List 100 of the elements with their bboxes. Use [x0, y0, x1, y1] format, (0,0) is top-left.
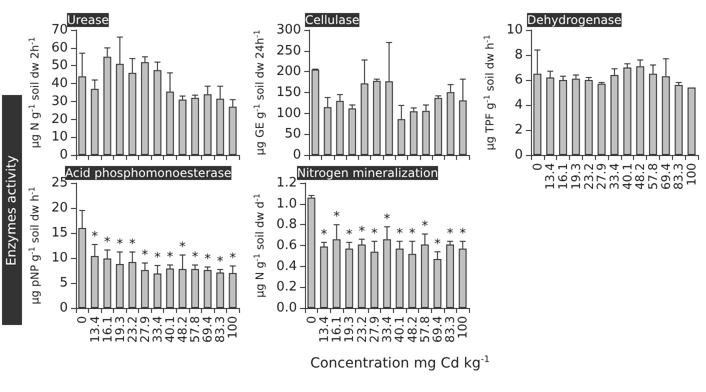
x-tick-label: 27.9 [367, 316, 382, 343]
annotation: * [371, 226, 378, 242]
annotation: * [166, 250, 174, 265]
y-tick-label: 70 [51, 22, 68, 38]
chart-title: Acid phosphomonoesterase [65, 166, 232, 180]
y-axis-title: μg pNP g-1 soil dw h-1 [28, 186, 42, 304]
annotation: * [179, 240, 186, 255]
y-tick-label: 4 [514, 98, 523, 112]
y-tick-label: 20 [51, 200, 68, 216]
y-tick-label: 0.0 [276, 300, 298, 316]
y-tick-label: 100 [276, 106, 302, 121]
annotation: * [446, 226, 454, 242]
x-tick-label: 13.4 [88, 316, 102, 343]
y-tick-label: 0.4 [276, 258, 298, 274]
text: Enzymes activity [4, 154, 20, 266]
chart-title: Cellulase [305, 13, 360, 27]
x-tick-label: 100 [684, 163, 699, 186]
x-tick-label: 57.8 [646, 163, 660, 190]
annotation: * [320, 227, 328, 242]
chart-title: Urease [67, 13, 109, 27]
annotation: * [104, 235, 112, 250]
y-tick-label: 6 [514, 72, 523, 88]
y-axis-title: μg N g-1 soil dw 2h-1 [28, 36, 42, 148]
annotation: * [129, 237, 136, 252]
annotation: * [422, 219, 429, 234]
x-tick-label: 69.4 [658, 163, 673, 190]
x-tick-label: 16.1 [556, 163, 570, 190]
x-tick-label: 16.1 [100, 316, 114, 343]
x-tick-label: 83.3 [443, 316, 458, 343]
x-tick-label: 100 [456, 316, 470, 339]
x-tick-label: 13.4 [316, 316, 331, 343]
annotation: * [216, 254, 224, 270]
y-tick-label: 10 [51, 130, 68, 145]
y-tick-label: 1.0 [276, 196, 298, 212]
x-tick-label: 83.3 [672, 163, 686, 190]
x-tick-label: 16.1 [330, 316, 344, 343]
annotation: * [358, 224, 366, 240]
annotation: * [204, 252, 212, 267]
chart-title: Dehydrogenase [527, 13, 622, 27]
annotation: * [434, 236, 442, 252]
x-tick-label: 40.1 [620, 163, 634, 190]
y-tick-label: 50 [284, 126, 302, 142]
x-tick-label: 40.1 [163, 316, 178, 343]
y-axis-title: μg N g-1 soil dw d-1 [252, 193, 266, 298]
x-tick-label: 69.4 [200, 316, 215, 343]
annotation: * [116, 237, 124, 252]
y-tick-label: 50 [51, 58, 68, 74]
annotation: * [396, 226, 404, 242]
y-tick-label: 20 [51, 112, 68, 127]
y-tick-label: 0.6 [276, 238, 298, 253]
y-tick-label: 0 [292, 148, 302, 162]
x-tick-label: 57.8 [188, 316, 202, 343]
y-tick-label: 15 [51, 226, 68, 240]
x-tick-label: 19.3 [112, 316, 127, 343]
x-tick-label: 23.2 [125, 316, 140, 343]
y-tick-label: 30 [51, 94, 68, 109]
x-tick-label: 40.1 [392, 316, 407, 343]
x-tick-label: 23.2 [354, 316, 369, 343]
y-tick-label: 300 [276, 22, 302, 38]
annotation: * [459, 226, 466, 242]
y-tick-label: 8 [514, 48, 523, 62]
annotation: * [346, 227, 353, 242]
x-tick-label: 33.4 [607, 163, 622, 190]
x-tick-label: 0 [530, 163, 544, 171]
x-tick-label: 33.4 [380, 316, 394, 343]
x-tick-label: 83.3 [213, 316, 228, 343]
y-tick-label: 0 [514, 148, 523, 162]
y-tick-label: 60 [51, 40, 68, 56]
annotation: * [192, 250, 199, 265]
y-tick-label: 5 [60, 276, 68, 290]
x-tick-label: 100 [226, 316, 240, 339]
y-tick-label: 1.2 [276, 176, 298, 190]
y-tick-label: 0 [60, 148, 68, 162]
x-tick-label: 0 [75, 316, 90, 324]
y-tick-label: 25 [51, 176, 68, 190]
x-tick-label: 48.2 [405, 316, 420, 343]
x-tick-label: 57.8 [418, 316, 432, 343]
annotation: * [229, 251, 236, 266]
x-tick-label: 27.9 [594, 163, 609, 190]
annotation: * [409, 226, 416, 242]
y-tick-label: 0.8 [276, 217, 298, 232]
annotation: * [384, 212, 391, 227]
x-tick-label: 23.2 [582, 163, 596, 190]
x-tick-label: 48.2 [633, 163, 648, 190]
y-tick-label: 150 [276, 85, 302, 100]
annotation: * [333, 210, 340, 225]
y-tick-label: 40 [51, 76, 68, 92]
text: Concentration mg Cd kg$^{-1}$ [309, 355, 491, 372]
x-tick-label: 19.3 [568, 163, 583, 190]
x-tick-label: 69.4 [430, 316, 444, 343]
y-tick-label: 0.2 [276, 280, 298, 295]
x-tick-label: 27.9 [138, 316, 152, 343]
y-tick-label: 2 [514, 122, 523, 138]
annotation: * [142, 248, 149, 263]
y-tick-label: 200 [276, 64, 302, 80]
y-axis-title: μg TPF g-1 soil dw h-1 [482, 34, 496, 150]
y-tick-label: 250 [276, 43, 302, 58]
y-axis-title: μg GE g-1 soil dw 24h-1 [252, 30, 266, 156]
annotation: * [92, 230, 99, 244]
x-tick-label: 19.3 [342, 316, 356, 343]
